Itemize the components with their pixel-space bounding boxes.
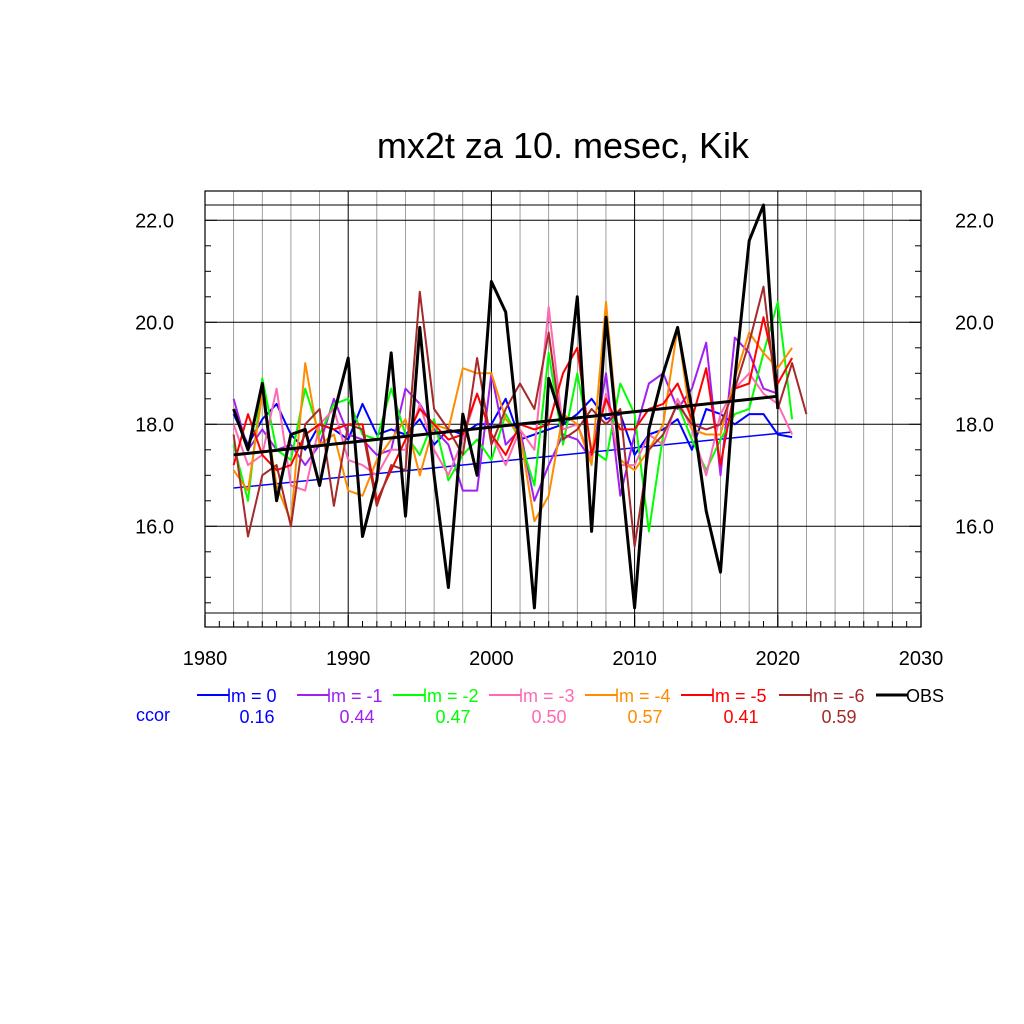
legend-label-1: lm = -1: [327, 686, 383, 706]
ccor-value-2: 0.47: [435, 707, 470, 727]
x-tick-label: 1980: [183, 648, 228, 670]
x-tick-label: 2010: [612, 648, 657, 670]
x-tick-label: 2020: [756, 648, 801, 670]
ccor-value-4: 0.57: [627, 707, 662, 727]
legend-label-0: lm = 0: [227, 686, 277, 706]
y-tick-label-left: 20.0: [135, 312, 174, 334]
legend-label-5: lm = -5: [711, 686, 767, 706]
legend-label-3: lm = -3: [519, 686, 575, 706]
y-tick-label-right: 22.0: [955, 210, 994, 232]
ccor-value-6: 0.59: [821, 707, 856, 727]
series-line-4: [232, 300, 793, 523]
trend-line-0: [233, 431, 793, 489]
series-line-6: [232, 285, 808, 548]
series-line-7: [232, 203, 780, 610]
chart-title: mx2t za 10. mesec, Kik: [377, 125, 750, 166]
series-lines: [232, 203, 808, 610]
grid: [205, 191, 921, 627]
legend-label-7: OBS: [906, 686, 944, 706]
ccor-value-3: 0.50: [531, 707, 566, 727]
x-tick-label: 2000: [469, 648, 514, 670]
y-tick-label-right: 16.0: [955, 516, 994, 538]
x-tick-label: 2030: [899, 648, 944, 670]
legend-label-4: lm = -4: [615, 686, 671, 706]
legend-label-2: lm = -2: [423, 686, 479, 706]
series-line-5: [232, 316, 793, 502]
ccor-label: ccor: [136, 705, 170, 725]
x-tick-label: 1990: [326, 648, 371, 670]
series-line-3: [232, 306, 794, 492]
ccor-value-5: 0.41: [723, 707, 758, 727]
y-tick-label-right: 20.0: [955, 312, 994, 334]
ccor-value-0: 0.16: [239, 707, 274, 727]
y-tick-label-left: 18.0: [135, 414, 174, 436]
y-tick-label-left: 22.0: [135, 210, 174, 232]
trend-line-7: [233, 394, 778, 457]
axis-ticks: 1980 1990 2000 2010 2020 2030 16.0 16.0 18.0 18.0…: [135, 210, 994, 670]
y-tick-label-right: 18.0: [955, 414, 994, 436]
ccor-value-1: 0.44: [339, 707, 374, 727]
legend-label-6: lm = -6: [809, 686, 865, 706]
y-tick-label-left: 16.0: [135, 516, 174, 538]
